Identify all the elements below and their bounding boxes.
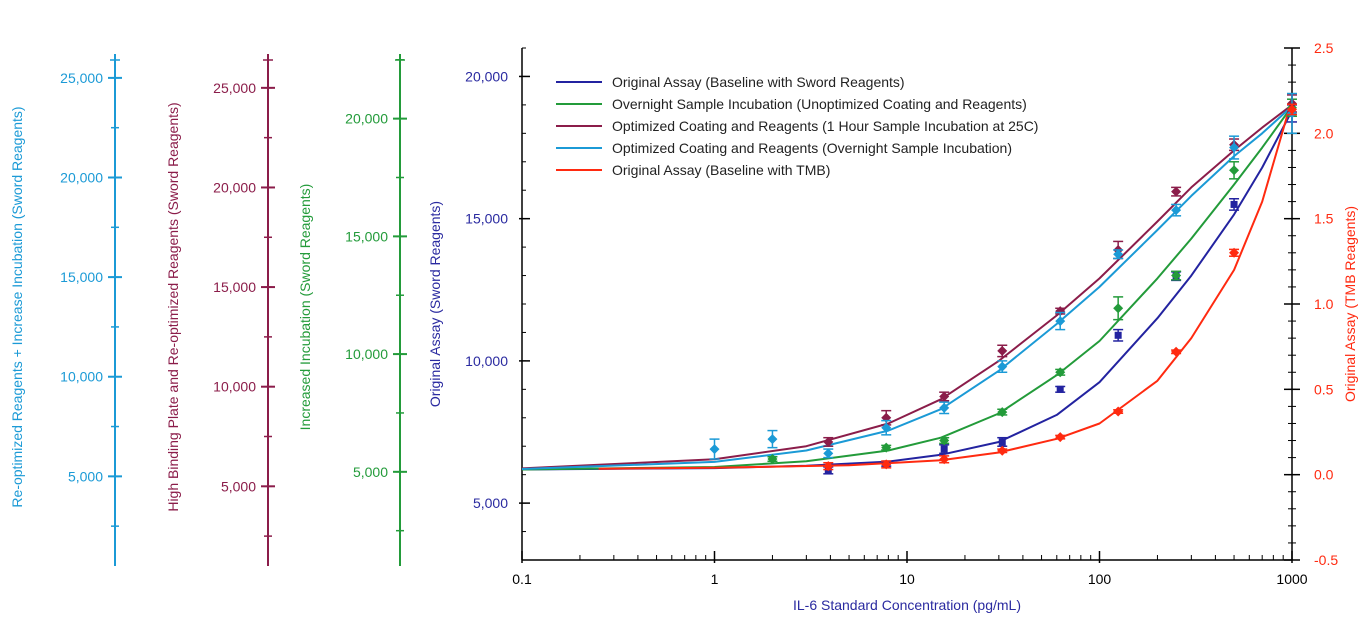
tick-label-right: 1.5: [1314, 211, 1334, 227]
data-point-marker: [1229, 165, 1240, 176]
data-point-marker: [1171, 346, 1182, 357]
data-point-marker: [997, 361, 1008, 372]
tick-label-main: 15,000: [465, 211, 508, 227]
tick-label-a2: 20,000: [213, 179, 256, 195]
tick-label-a1: 5,000: [68, 468, 103, 484]
data-point-marker: [823, 448, 834, 459]
tick-label-right: 1.0: [1314, 296, 1334, 312]
data-point-marker: [823, 436, 834, 447]
tick-label-a3: 10,000: [345, 346, 388, 362]
data-point-marker: [997, 345, 1008, 356]
x-tick-label: 1000: [1276, 571, 1307, 587]
data-point-marker: [1055, 316, 1066, 327]
tick-label-right: 2.5: [1314, 40, 1334, 56]
data-point-marker: [997, 445, 1008, 456]
axis-title-main: Original Assay (Sword Reagents): [427, 201, 443, 407]
data-point-marker: [709, 444, 720, 455]
data-point-marker: [939, 435, 950, 446]
data-point-marker: [1055, 367, 1066, 378]
legend-label-0: Original Assay (Baseline with Sword Reag…: [612, 74, 905, 90]
data-point-marker: [939, 454, 950, 465]
data-point-marker: [881, 442, 892, 453]
legend-label-3: Optimized Coating and Reagents (Overnigh…: [612, 140, 1012, 156]
tick-label-right: -0.5: [1314, 552, 1338, 568]
x-tick-label: 10: [899, 571, 915, 587]
data-point-marker: [767, 454, 778, 465]
data-point-marker: [767, 434, 778, 445]
tick-label-a2: 10,000: [213, 379, 256, 395]
legend: Original Assay (Baseline with Sword Reag…: [556, 74, 1038, 178]
tick-label-a1: 20,000: [60, 170, 103, 186]
tick-label-right: 0.0: [1314, 467, 1334, 483]
data-point-marker: [823, 461, 834, 472]
data-point-marker: [1171, 186, 1182, 197]
data-point-marker: [1171, 270, 1182, 281]
data-point-marker: [1113, 406, 1124, 417]
axis-title-a1: Re-optimized Reagents + Increase Incubat…: [9, 106, 25, 507]
data-point-marker: [939, 391, 950, 402]
axis-title-a2: High Binding Plate and Re-optimized Reag…: [165, 102, 181, 511]
x-tick-label: 1: [711, 571, 719, 587]
tick-label-a2: 5,000: [221, 478, 256, 494]
tick-label-a1: 25,000: [60, 70, 103, 86]
tick-label-a3: 20,000: [345, 111, 388, 127]
data-point-marker: [1113, 249, 1124, 260]
data-point-marker: [1055, 432, 1066, 443]
tick-label-a2: 25,000: [213, 80, 256, 96]
points-layer: [709, 92, 1297, 475]
tick-label-a2: 15,000: [213, 279, 256, 295]
data-point-marker: [1114, 331, 1122, 339]
x-axis-title: IL-6 Standard Concentration (pg/mL): [793, 597, 1021, 613]
tick-label-right: 2.0: [1314, 125, 1334, 141]
data-point-marker: [997, 407, 1008, 418]
data-point-marker: [1171, 205, 1182, 216]
tick-label-right: 0.5: [1314, 381, 1334, 397]
x-tick-label: 100: [1088, 571, 1112, 587]
tick-label-main: 5,000: [473, 495, 508, 511]
tick-label-a3: 15,000: [345, 228, 388, 244]
tick-label-main: 20,000: [465, 68, 508, 84]
data-point-marker: [1056, 385, 1064, 393]
tick-label-a3: 5,000: [353, 464, 388, 480]
legend-label-1: Overnight Sample Incubation (Unoptimized…: [612, 96, 1027, 112]
series-curve-2: [521, 104, 1293, 470]
tick-label-a1: 15,000: [60, 269, 103, 285]
axis-title-a3: Increased Incubation (Sword Reagents): [297, 184, 313, 431]
tick-label-a1: 10,000: [60, 369, 103, 385]
data-point-marker: [939, 402, 950, 413]
legend-label-4: Original Assay (Baseline with TMB): [612, 162, 830, 178]
axis-title-right: Original Assay (TMB Reagents): [1342, 206, 1358, 402]
data-point-marker: [1113, 303, 1124, 314]
x-tick-label: 0.1: [512, 571, 532, 587]
data-point-marker: [881, 422, 892, 433]
legend-label-2: Optimized Coating and Reagents (1 Hour S…: [612, 118, 1038, 134]
tick-label-main: 10,000: [465, 353, 508, 369]
data-point-marker: [998, 438, 1006, 446]
data-point-marker: [1055, 306, 1066, 317]
data-point-marker: [940, 445, 948, 453]
data-point-marker: [1229, 142, 1240, 153]
data-point-marker: [1230, 200, 1238, 208]
data-point-marker: [1229, 247, 1240, 258]
data-point-marker: [881, 459, 892, 470]
data-point-marker: [1287, 104, 1297, 115]
